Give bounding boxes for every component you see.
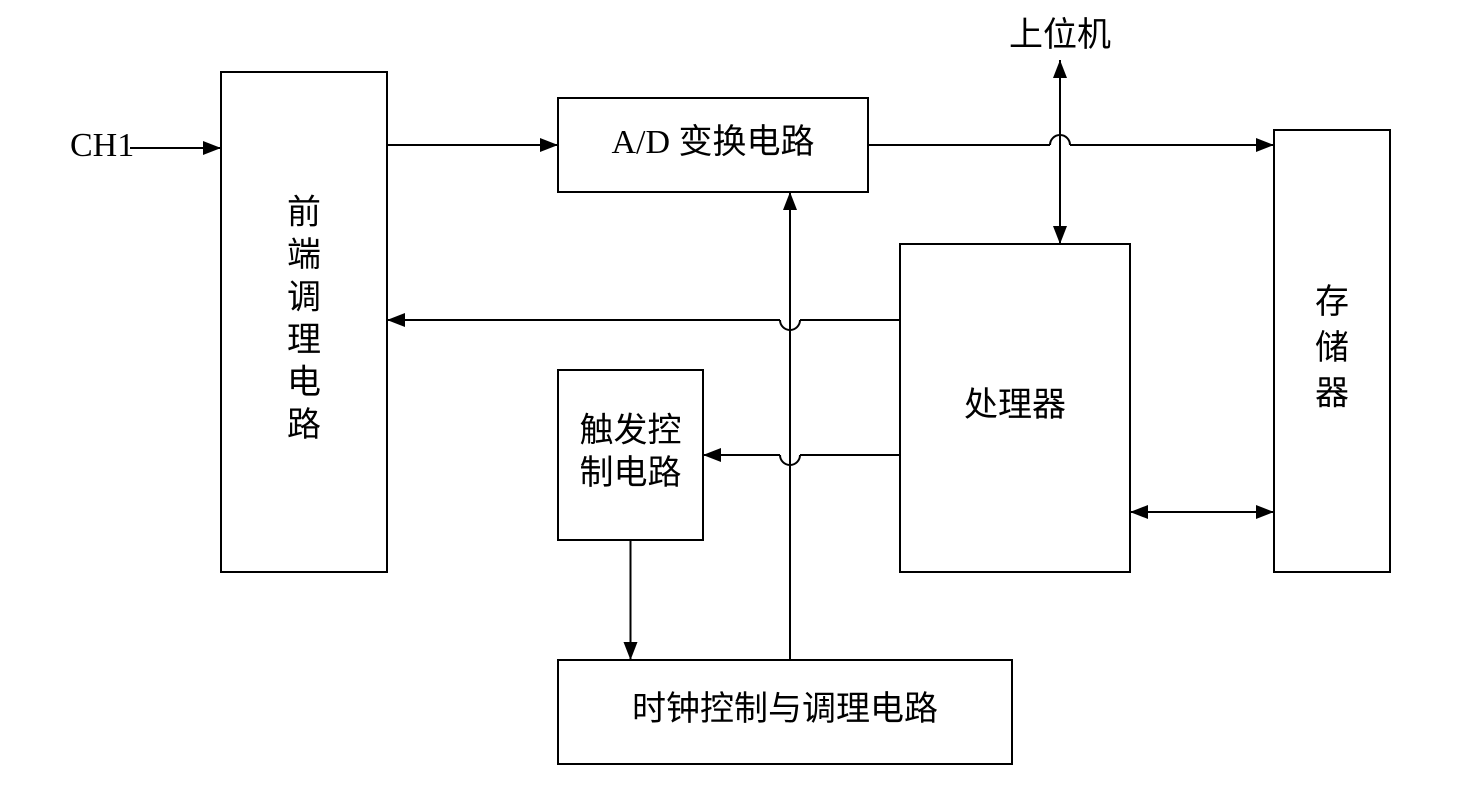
svg-text:端: 端 xyxy=(287,237,321,274)
svg-text:路: 路 xyxy=(287,406,321,444)
svg-text:调: 调 xyxy=(287,280,321,317)
svg-text:前: 前 xyxy=(287,194,321,232)
block-diagram: 前端调理电路 A/D 变换电路触发控制电路 处理器 存储器时钟控制与调理电路 CH1 上位… xyxy=(0,0,1479,786)
svg-text:理: 理 xyxy=(287,322,321,359)
svg-text:时钟控制与调理电路: 时钟控制与调理电路 xyxy=(632,690,938,728)
svg-text:CH1: CH1 xyxy=(70,127,134,164)
svg-text:电: 电 xyxy=(287,364,321,402)
svg-text:储: 储 xyxy=(1315,329,1349,367)
svg-text:上位机: 上位机 xyxy=(1009,16,1111,54)
svg-text:触发控: 触发控 xyxy=(580,412,682,450)
svg-text:制电路: 制电路 xyxy=(580,454,682,492)
svg-text:存: 存 xyxy=(1315,283,1349,321)
svg-text:A/D 变换电路: A/D 变换电路 xyxy=(611,123,814,161)
svg-text:处理器: 处理器 xyxy=(964,387,1066,424)
svg-text:器: 器 xyxy=(1315,376,1349,413)
